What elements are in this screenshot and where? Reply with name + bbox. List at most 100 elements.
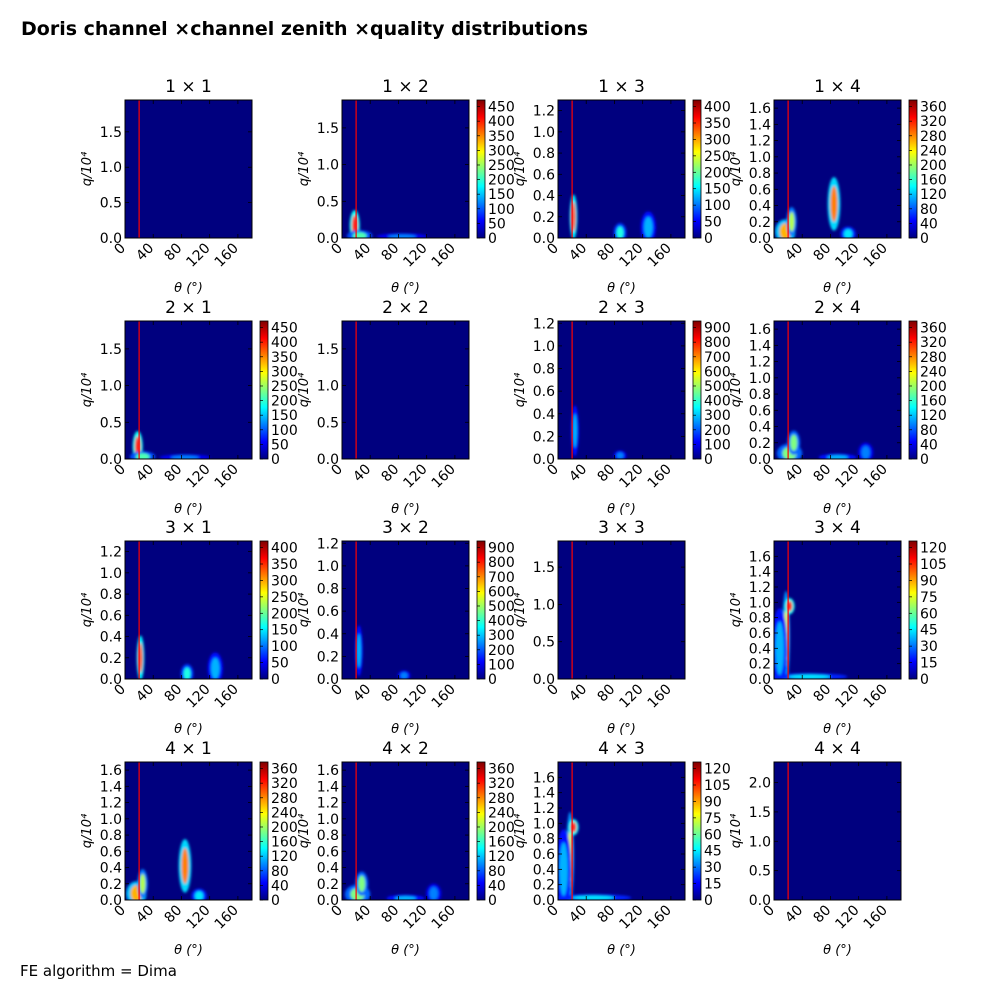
x-tick-label: 0 xyxy=(328,461,346,479)
colorbar-tick-label: 200 xyxy=(271,820,298,836)
x-axis-label: θ (°) xyxy=(174,281,203,296)
x-tick-label: 0 xyxy=(760,461,778,479)
colorbar-tick-label: 0 xyxy=(920,672,929,688)
y-tick-label: 0.4 xyxy=(533,189,555,205)
colorbar-tick-label: 800 xyxy=(704,335,731,351)
colorbar-tick-label: 250 xyxy=(704,149,731,165)
x-tick-label: 160 xyxy=(429,461,459,491)
colorbar-tick-label: 120 xyxy=(920,187,947,203)
y-axis-label: q/10⁴ xyxy=(729,372,744,407)
colorbar-tick-label: 450 xyxy=(488,100,515,116)
y-tick-label: 0.2 xyxy=(533,878,555,894)
x-axis-label: θ (°) xyxy=(174,502,203,517)
heatmap-background xyxy=(558,321,685,459)
panel-13: 4 × 10.00.20.40.60.81.01.21.41.60 40 80120… xyxy=(80,739,298,958)
x-tick-label: 0 xyxy=(544,902,562,920)
y-tick-label: 0.2 xyxy=(533,210,555,226)
y-axis-label: q/10⁴ xyxy=(297,813,312,848)
colorbar-gradient xyxy=(692,761,702,901)
panel-12: 3 × 40.00.20.40.60.81.01.21.41.60 40 80120… xyxy=(729,518,947,737)
colorbar-tick-label: 200 xyxy=(488,173,515,189)
density-peak xyxy=(194,891,204,900)
y-tick-label: 1.0 xyxy=(100,566,122,582)
y-tick-label: 0.0 xyxy=(749,231,771,247)
colorbar-tick-label: 50 xyxy=(271,656,289,672)
colorbar-tick-label: 400 xyxy=(488,614,515,630)
colorbar-tick-label: 0 xyxy=(488,893,497,909)
x-axis-label: θ (°) xyxy=(607,281,636,296)
x-axis-label: θ (°) xyxy=(607,722,636,737)
colorbar-tick-label: 15 xyxy=(920,656,938,672)
colorbar-tick-label: 100 xyxy=(704,437,731,453)
y-tick-label: 1.5 xyxy=(317,121,339,137)
x-tick-label: 120 xyxy=(400,461,430,491)
colorbar-tick-label: 280 xyxy=(920,350,947,366)
algorithm-note: FE algorithm = Dima xyxy=(20,962,177,980)
x-tick-label: 80 xyxy=(595,902,619,926)
y-axis-label: q/10⁴ xyxy=(80,813,95,848)
panel-title: 1 × 2 xyxy=(382,77,429,97)
colorbar-tick-label: 105 xyxy=(704,778,731,794)
y-tick-label: 0.6 xyxy=(749,403,771,419)
x-tick-label: 160 xyxy=(861,902,891,932)
x-tick-label: 120 xyxy=(183,240,213,270)
y-axis-label: q/10⁴ xyxy=(80,372,95,407)
density-peak xyxy=(170,455,200,459)
colorbar-tick-label: 300 xyxy=(271,573,298,589)
panel-title: 1 × 3 xyxy=(598,77,645,97)
colorbar-tick-label: 0 xyxy=(704,231,713,247)
colorbar-tick-label: 350 xyxy=(704,116,731,132)
y-tick-label: 1.2 xyxy=(533,104,555,120)
y-tick-label: 0.0 xyxy=(317,231,339,247)
y-tick-label: 1.6 xyxy=(749,101,771,117)
y-tick-label: 0.4 xyxy=(100,630,122,646)
y-tick-label: 1.4 xyxy=(100,779,122,795)
y-tick-label: 0.5 xyxy=(100,415,122,431)
colorbar-tick-label: 60 xyxy=(920,606,938,622)
colorbar-tick-label: 800 xyxy=(488,555,515,571)
y-tick-label: 0.0 xyxy=(100,452,122,468)
x-axis-label: θ (°) xyxy=(823,943,852,958)
colorbar-tick-label: 90 xyxy=(920,573,938,589)
x-tick-label: 160 xyxy=(429,240,459,270)
y-tick-label: 1.0 xyxy=(749,595,771,611)
x-tick-label: 40 xyxy=(350,461,374,485)
colorbar-tick-label: 40 xyxy=(920,437,938,453)
y-tick-label: 0.4 xyxy=(749,641,771,657)
colorbar-tick-label: 400 xyxy=(271,541,298,557)
x-tick-label: 0 xyxy=(760,902,778,920)
density-peak xyxy=(183,667,191,679)
heatmap-background xyxy=(774,541,901,679)
y-tick-label: 0.5 xyxy=(317,194,339,210)
colorbar-tick-label: 320 xyxy=(920,114,947,130)
y-tick-label: 0.0 xyxy=(533,672,555,688)
axes-frame xyxy=(124,99,253,239)
colorbar-tick-label: 0 xyxy=(488,231,497,247)
y-tick-label: 1.0 xyxy=(533,339,555,355)
density-peak xyxy=(790,434,798,451)
colorbar-tick-label: 45 xyxy=(920,623,938,639)
panel-title: 2 × 2 xyxy=(382,298,429,318)
colorbar-tick-label: 60 xyxy=(704,827,722,843)
density-peak xyxy=(181,848,189,884)
colorbar-tick-label: 200 xyxy=(488,820,515,836)
x-tick-label: 80 xyxy=(811,681,835,705)
colorbar-tick-label: 300 xyxy=(488,628,515,644)
colorbar-gradient xyxy=(476,761,486,901)
colorbar-tick-label: 300 xyxy=(488,143,515,159)
colorbar-tick-label: 80 xyxy=(920,423,938,439)
x-tick-label: 120 xyxy=(400,240,430,270)
y-tick-label: 1.5 xyxy=(100,342,122,358)
x-tick-label: 160 xyxy=(861,240,891,270)
colorbar-tick-label: 80 xyxy=(920,202,938,218)
y-tick-label: 0.6 xyxy=(749,626,771,642)
heatmap-background xyxy=(125,541,252,679)
x-tick-label: 0 xyxy=(544,240,562,258)
density-peak xyxy=(572,895,615,900)
x-tick-label: 0 xyxy=(111,461,129,479)
colorbar-tick-label: 240 xyxy=(488,805,515,821)
